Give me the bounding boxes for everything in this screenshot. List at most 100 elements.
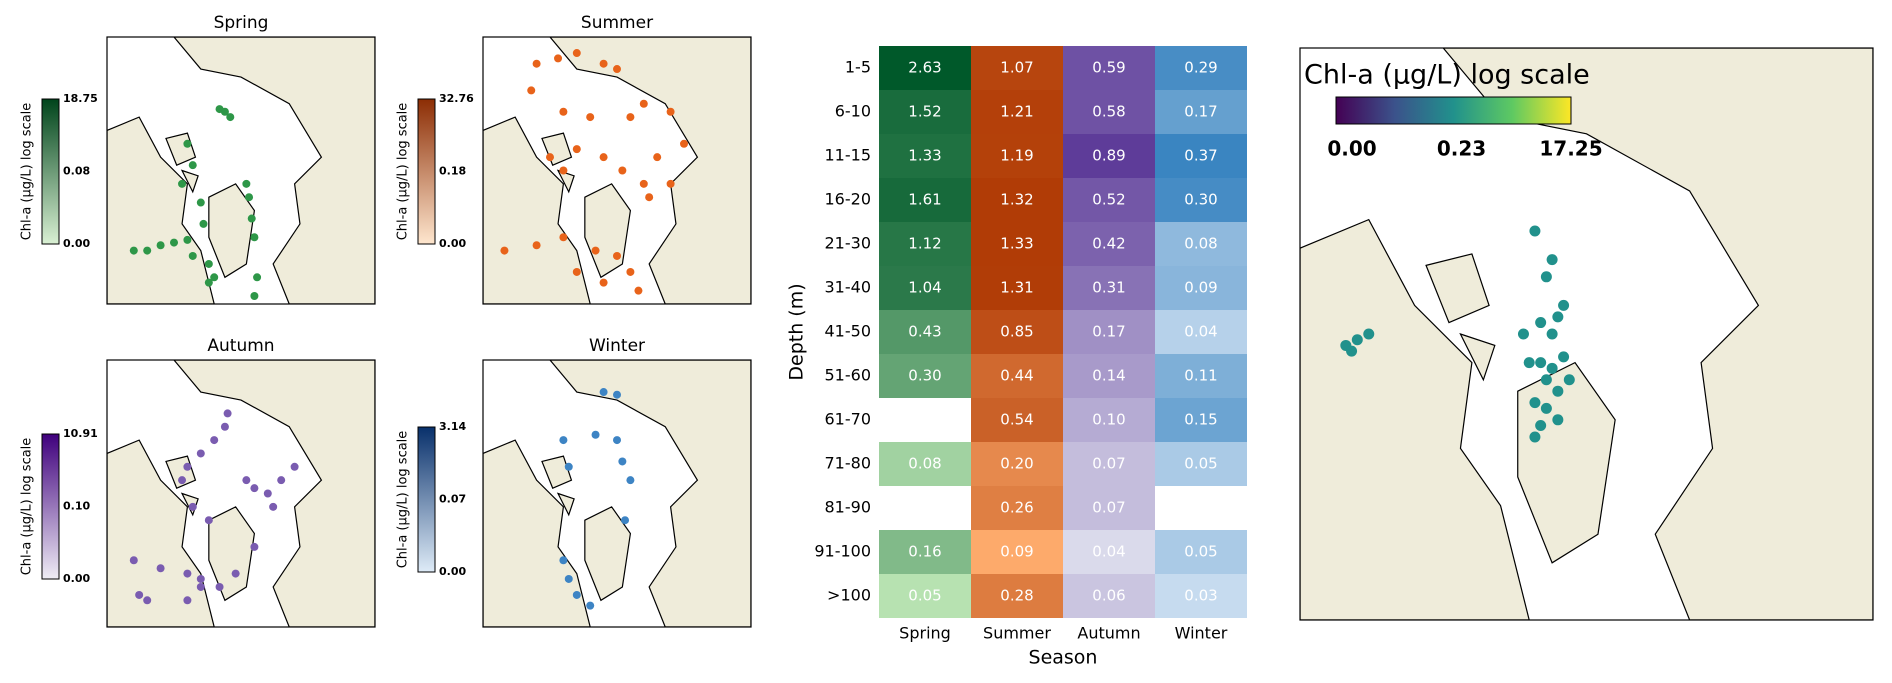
- sample-point: [220, 422, 229, 431]
- colorbar-tick-label: 0.23: [1437, 137, 1486, 161]
- heatmap-cell: [1155, 310, 1247, 354]
- sample-point: [1552, 385, 1564, 397]
- row-label: 16-20: [825, 190, 872, 209]
- landmass: [209, 184, 255, 277]
- sample-point: [634, 286, 643, 295]
- sample-point: [559, 107, 568, 116]
- landmass: [107, 440, 214, 627]
- land: [107, 360, 375, 627]
- row-label: 21-30: [825, 234, 872, 253]
- landmass: [550, 360, 751, 627]
- cell-label: 0.44: [1000, 367, 1033, 385]
- colorbar-tick-label: 0.00: [63, 237, 90, 250]
- sample-point: [143, 246, 152, 255]
- landmass: [1443, 48, 1873, 620]
- cell-label: 0.42: [1092, 235, 1125, 253]
- colorbar-tick-label: 0.07: [439, 493, 466, 506]
- sample-point: [1351, 334, 1363, 346]
- cell-label: 0.85: [1000, 323, 1033, 341]
- sample-point: [156, 564, 165, 573]
- row-label: 11-15: [825, 146, 872, 165]
- landmass: [174, 37, 375, 304]
- cell-label: 0.05: [1184, 543, 1217, 561]
- row-label: 71-80: [825, 454, 872, 473]
- sample-point: [591, 430, 600, 439]
- heatmap-cell: [879, 266, 971, 310]
- sample-point: [527, 86, 536, 95]
- colorbar: [41, 98, 60, 245]
- landmass: [558, 494, 574, 515]
- cell-label: 1.21: [1000, 103, 1033, 121]
- heatmap-cell: [1063, 574, 1155, 618]
- sample-point: [143, 596, 152, 605]
- sample-point: [1552, 311, 1564, 323]
- colorbar-tick-label: 0.08: [63, 165, 90, 178]
- heatmap-cell: [879, 222, 971, 266]
- sample-point: [1540, 374, 1552, 386]
- heatmap-cell: [879, 134, 971, 178]
- landmass: [483, 117, 590, 304]
- sample-point: [250, 542, 259, 551]
- colorbar-label: Chl-a (μg/L) log scale: [396, 431, 411, 569]
- map-frame: [482, 359, 752, 628]
- cell-label: 1.33: [908, 147, 941, 165]
- sample-point: [129, 246, 138, 255]
- cell-label: 0.08: [908, 455, 941, 473]
- heatmap-cell: [879, 442, 971, 486]
- sample-point: [559, 436, 568, 445]
- heatmap-cell: [1063, 486, 1155, 530]
- sample-point: [572, 49, 581, 58]
- colorbar-tick-label: 0.00: [439, 237, 466, 250]
- colorbar-label: Chl-a (μg/L) log scale: [20, 438, 35, 576]
- sample-point: [183, 569, 192, 578]
- cell-label: 2.63: [908, 59, 941, 77]
- heatmap-cell: [879, 178, 971, 222]
- sample-point: [226, 113, 235, 122]
- sample-point: [1363, 328, 1375, 340]
- map-title: Spring: [214, 13, 269, 33]
- heatmap-cell: [879, 90, 971, 134]
- heatmap-cell: [971, 486, 1063, 530]
- sample-point: [586, 601, 595, 610]
- sample-point: [532, 59, 541, 68]
- heatmap-cell: [1155, 222, 1247, 266]
- colorbar: [41, 433, 60, 580]
- sample-point: [572, 267, 581, 276]
- heatmap-cell: [1155, 530, 1247, 574]
- heatmap-cell: [879, 46, 971, 90]
- sample-point: [215, 582, 224, 591]
- sample-point: [178, 179, 187, 188]
- sample-point: [199, 219, 208, 228]
- cell-label: 1.31: [1000, 279, 1033, 297]
- heatmap-cell: [971, 266, 1063, 310]
- column-label: Winter: [1175, 624, 1228, 643]
- heatmap-cell: [971, 90, 1063, 134]
- cell-label: 1.32: [1000, 191, 1033, 209]
- cell-label: 0.08: [1184, 235, 1217, 253]
- sample-point: [500, 246, 509, 255]
- heatmap-cell: [1063, 134, 1155, 178]
- colorbar-tick-label: 0.00: [439, 565, 466, 578]
- land: [107, 37, 375, 304]
- cell-label: 0.05: [908, 587, 941, 605]
- sample-point: [613, 251, 621, 260]
- sample-point: [599, 388, 608, 397]
- cell-label: 1.19: [1000, 147, 1033, 165]
- heatmap-cell: [1155, 354, 1247, 398]
- sample-point: [242, 476, 251, 485]
- sample-point: [277, 476, 286, 485]
- heatmap-cell: [1063, 442, 1155, 486]
- cell-label: 0.06: [1092, 587, 1125, 605]
- map-frame: [106, 36, 376, 305]
- cell-label: 0.15: [1184, 411, 1217, 429]
- landmass: [550, 37, 751, 304]
- sample-point: [572, 590, 581, 599]
- colorbar-tick-label: 0.00: [63, 572, 90, 585]
- heatmap-cell: [1155, 266, 1247, 310]
- cell-label: 0.11: [1184, 367, 1217, 385]
- map: [483, 360, 751, 627]
- colorbar-tick-label: 18.75: [63, 92, 98, 105]
- map-title: Winter: [589, 336, 645, 356]
- sample-point: [210, 273, 219, 282]
- sample-point: [639, 179, 648, 188]
